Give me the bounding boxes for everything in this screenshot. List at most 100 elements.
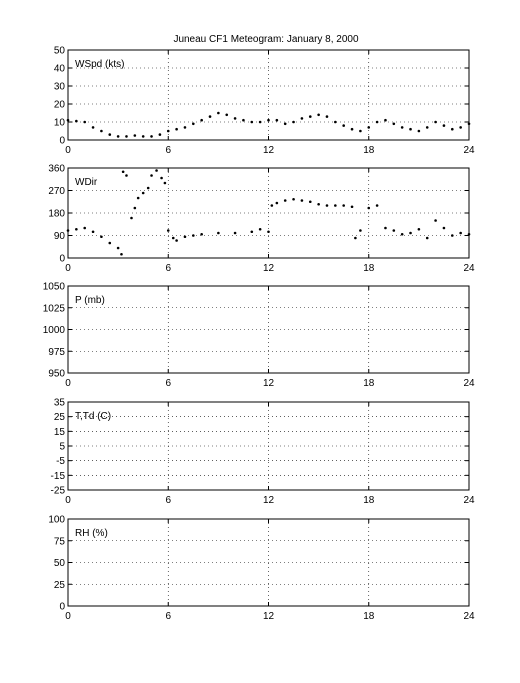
data-point <box>425 126 429 129</box>
y-tick-label: 35 <box>54 398 66 409</box>
data-point <box>467 122 471 126</box>
y-tick-label: -25 <box>51 486 66 497</box>
data-point <box>417 129 421 133</box>
x-tick-label: 24 <box>463 145 475 156</box>
x-tick-label: 18 <box>363 145 375 156</box>
data-point <box>192 234 195 237</box>
data-point <box>375 204 379 207</box>
data-point <box>409 127 412 131</box>
data-point <box>283 199 287 202</box>
data-point <box>171 236 175 240</box>
data-point <box>217 231 220 235</box>
data-point <box>308 200 312 204</box>
y-tick-label: -5 <box>56 456 65 467</box>
data-point <box>375 120 379 124</box>
x-tick-label: 6 <box>165 495 171 506</box>
data-point <box>133 206 137 210</box>
x-tick-label: 0 <box>65 611 71 622</box>
data-point <box>267 230 270 234</box>
y-tick-label: 950 <box>48 369 65 380</box>
data-point <box>75 227 78 231</box>
data-point <box>325 204 329 207</box>
data-point <box>91 126 95 129</box>
data-point <box>200 118 203 122</box>
panel-label: WSpd (kts) <box>75 59 124 70</box>
y-tick-label: 50 <box>54 558 66 569</box>
x-tick-label: 18 <box>363 378 375 389</box>
data-point <box>350 205 354 209</box>
panel-label: WDir <box>75 177 98 188</box>
data-point <box>258 227 262 231</box>
data-point <box>141 135 145 138</box>
panel-3: 0 6 12 18 24 950 975 1000 1025 1050 P (mb) <box>43 282 475 390</box>
data-point <box>233 117 237 120</box>
data-point <box>267 118 270 122</box>
x-tick-label: 0 <box>65 145 71 156</box>
data-point <box>300 117 304 120</box>
data-point <box>150 174 153 177</box>
data-point <box>392 229 396 232</box>
y-tick-label: 1000 <box>43 325 66 336</box>
x-tick-label: 24 <box>463 611 475 622</box>
data-point <box>270 204 274 207</box>
data-point <box>417 227 421 231</box>
data-point <box>325 115 329 118</box>
y-tick-label: 0 <box>59 254 65 265</box>
data-point <box>166 229 170 232</box>
data-point <box>100 235 103 239</box>
data-point <box>66 229 70 232</box>
data-point <box>450 234 454 237</box>
data-point <box>183 126 187 129</box>
y-tick-label: 20 <box>54 100 66 111</box>
data-point <box>141 191 145 195</box>
data-point <box>66 118 70 122</box>
data-point <box>158 133 162 136</box>
data-point <box>83 226 87 230</box>
data-point <box>116 246 120 250</box>
x-tick-label: 6 <box>165 263 171 274</box>
data-point <box>136 196 140 200</box>
data-point <box>242 118 245 122</box>
x-tick-label: 12 <box>263 145 275 156</box>
data-point <box>275 118 279 122</box>
x-tick-label: 0 <box>65 378 71 389</box>
data-point <box>121 170 125 174</box>
data-point <box>258 120 262 124</box>
panel-4: 0 6 12 18 24 -25 -15 -5 5 15 25 35 T,Td (C) <box>51 398 475 507</box>
data-point <box>367 206 371 210</box>
data-point <box>342 204 345 207</box>
data-point <box>434 219 437 222</box>
y-tick-label: -15 <box>51 471 66 482</box>
data-point <box>392 122 396 126</box>
data-point <box>359 229 362 232</box>
y-tick-label: 25 <box>54 412 66 423</box>
y-tick-label: 270 <box>48 186 65 197</box>
data-point <box>75 119 78 123</box>
data-point <box>459 231 462 235</box>
data-point <box>275 201 279 205</box>
x-tick-label: 12 <box>263 378 275 389</box>
panel-2: 0 6 12 18 24 0 90 180 270 360 WDir <box>48 164 475 275</box>
x-tick-label: 18 <box>363 495 375 506</box>
y-tick-label: 1050 <box>43 282 66 293</box>
data-point <box>150 135 153 138</box>
panel-label: T,Td (C) <box>75 411 111 422</box>
data-point <box>130 216 133 220</box>
x-tick-label: 24 <box>463 495 475 506</box>
data-point <box>425 236 429 240</box>
data-point <box>450 127 454 131</box>
y-tick-label: 100 <box>48 515 65 526</box>
chart-title: Juneau CF1 Meteogram: January 8, 2000 <box>173 34 359 45</box>
data-point <box>317 202 320 206</box>
data-point <box>146 186 150 190</box>
data-point <box>409 231 412 235</box>
data-point <box>166 129 170 133</box>
x-tick-label: 0 <box>65 263 71 274</box>
data-point <box>83 120 87 124</box>
x-tick-label: 18 <box>363 263 375 274</box>
data-point <box>292 120 295 124</box>
data-point <box>467 232 471 236</box>
data-point <box>225 113 229 117</box>
